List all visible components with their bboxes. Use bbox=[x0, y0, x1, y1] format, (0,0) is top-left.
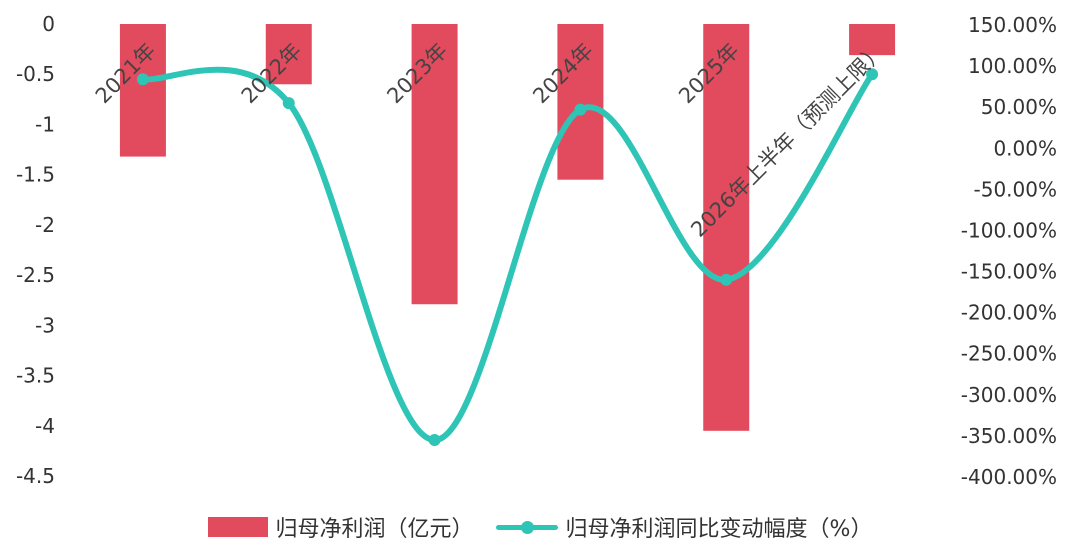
right-tick-label: -250.00% bbox=[961, 342, 1057, 366]
bar bbox=[849, 24, 896, 56]
line-point bbox=[428, 434, 441, 447]
line-point bbox=[136, 73, 149, 86]
left-tick-label: -1.5 bbox=[16, 163, 55, 187]
left-tick-label: -2.5 bbox=[16, 263, 55, 287]
legend-bar-label: 归母净利润（亿元） bbox=[275, 517, 474, 542]
right-axis-ticks: 150.00% 100.00% 50.00% 0.00% -50.00% -100.00%… bbox=[961, 13, 1057, 489]
combo-chart: 0 -0.5 -1 -1.5 -2 -2.5 -3 -3.5 -4 -4.5 150.00% 100… bbox=[16, 12, 1057, 489]
right-tick-label: 100.00% bbox=[968, 54, 1057, 78]
legend-item-line: 归母净利润同比变动幅度（%） bbox=[495, 511, 873, 543]
right-tick-label: -150.00% bbox=[961, 260, 1057, 284]
left-tick-label: -3.5 bbox=[16, 364, 55, 388]
legend: 归母净利润（亿元） 归母净利润同比变动幅度（%） bbox=[0, 505, 1080, 549]
line-point bbox=[282, 97, 295, 110]
legend-item-bar: 归母净利润（亿元） bbox=[207, 511, 474, 543]
bar bbox=[119, 24, 166, 157]
line-point bbox=[866, 68, 879, 81]
left-tick-label: -1 bbox=[35, 112, 55, 136]
left-tick-label: -0.5 bbox=[16, 62, 55, 86]
left-tick-label: -4.5 bbox=[16, 464, 55, 488]
line-series bbox=[136, 66, 879, 447]
left-tick-label: 0 bbox=[42, 12, 55, 36]
right-tick-label: -400.00% bbox=[961, 465, 1057, 489]
line-point bbox=[720, 273, 733, 286]
right-tick-label: 150.00% bbox=[968, 13, 1057, 37]
legend-line-label: 归母净利润同比变动幅度（%） bbox=[565, 517, 873, 542]
left-axis-ticks: 0 -0.5 -1 -1.5 -2 -2.5 -3 -3.5 -4 -4.5 bbox=[16, 12, 55, 488]
right-tick-label: -100.00% bbox=[961, 218, 1057, 242]
right-tick-label: -200.00% bbox=[961, 301, 1057, 325]
line-point bbox=[574, 103, 587, 116]
bar bbox=[557, 24, 604, 180]
bar-series bbox=[119, 24, 896, 431]
bar bbox=[265, 24, 312, 85]
legend-line-swatch bbox=[495, 517, 558, 537]
right-tick-label: -50.00% bbox=[974, 177, 1057, 201]
bar bbox=[411, 24, 458, 305]
right-tick-label: 50.00% bbox=[981, 95, 1057, 119]
left-tick-label: -2 bbox=[35, 213, 55, 237]
line-path bbox=[139, 66, 876, 444]
right-tick-label: -350.00% bbox=[961, 424, 1057, 448]
legend-bar-swatch bbox=[207, 517, 268, 537]
right-tick-label: -300.00% bbox=[961, 383, 1057, 407]
bar bbox=[703, 24, 750, 431]
right-tick-label: 0.00% bbox=[993, 136, 1057, 160]
left-tick-label: -3 bbox=[35, 313, 55, 337]
left-tick-label: -4 bbox=[35, 414, 55, 438]
